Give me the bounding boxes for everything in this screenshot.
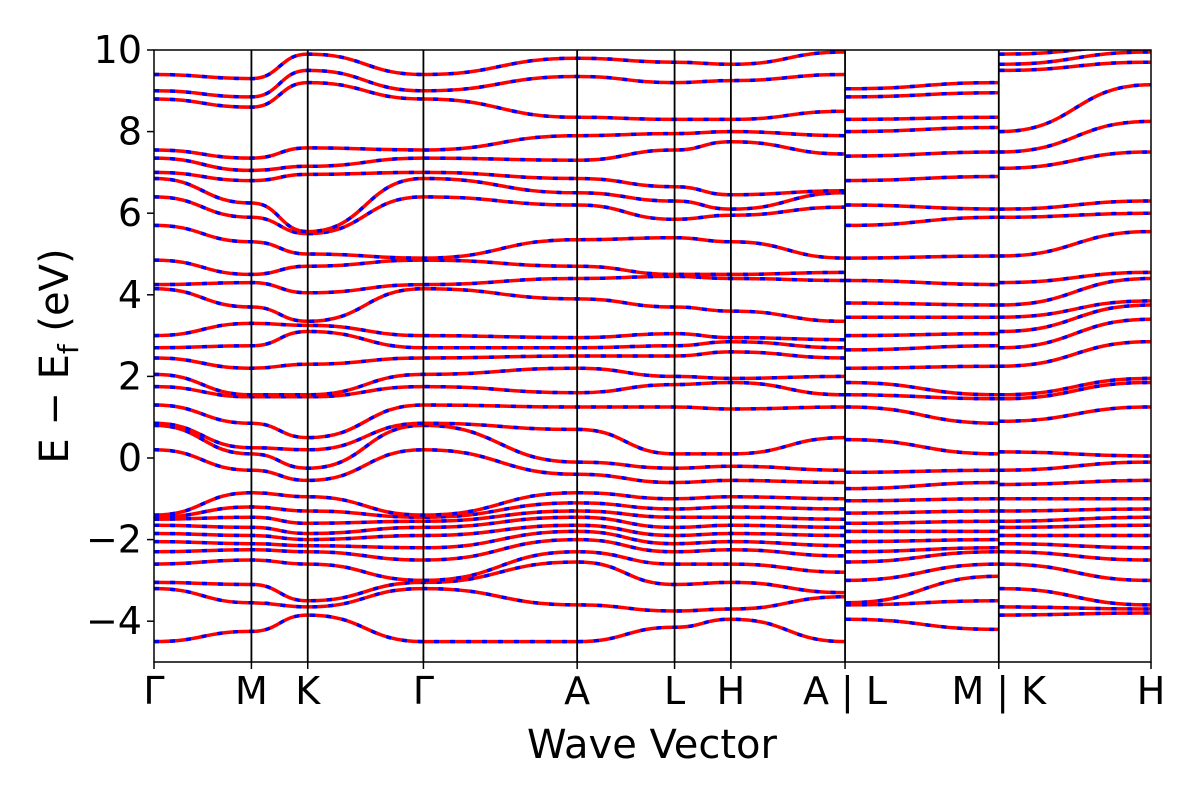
- band-8-blue: [154, 509, 1151, 526]
- band-23-blue: [154, 223, 1151, 260]
- band-18-blue: [154, 317, 1151, 352]
- x-tick-label: Γ: [143, 669, 164, 713]
- y-tick-label: 6: [118, 191, 142, 235]
- band-9-blue: [154, 501, 1151, 519]
- y-tick-label: −2: [86, 518, 142, 562]
- band-12-blue: [154, 423, 1151, 475]
- band-19-blue: [154, 303, 1151, 342]
- band-29-blue: [154, 60, 1151, 122]
- y-axis-title-main: E − E: [32, 354, 78, 464]
- band-22-blue: [154, 258, 1151, 287]
- y-axis-title: E − Ef (eV): [32, 248, 85, 463]
- x-tick-label: K: [295, 669, 321, 713]
- band-17-blue: [154, 339, 1151, 370]
- y-axis-ticks: −4 −2 0 2 4 6 8 10: [86, 28, 154, 643]
- band-2-blue: [154, 560, 1151, 607]
- y-tick-label: 10: [94, 28, 142, 72]
- band-20-blue: [154, 286, 1151, 324]
- y-tick-label: 2: [118, 354, 142, 398]
- band-5-blue: [154, 529, 1151, 554]
- plot-frame: [153, 49, 1152, 663]
- band-30-blue: [154, 50, 1151, 99]
- band-25-blue: [154, 176, 1151, 234]
- x-axis-title: Wave Vector: [527, 722, 778, 768]
- y-tick-label: −4: [86, 599, 142, 643]
- band-7-blue: [154, 515, 1151, 536]
- band-0-blue: [154, 611, 1151, 644]
- band-26-blue: [154, 150, 1151, 197]
- band-16-blue: [154, 366, 1151, 397]
- band-4-blue: [154, 537, 1151, 564]
- bands-layer: [154, 50, 1151, 644]
- y-axis-title-subscript: f: [52, 343, 85, 354]
- x-tick-label: H: [1137, 669, 1166, 713]
- band-10-blue: [154, 490, 1151, 517]
- band-21-blue: [154, 274, 1151, 307]
- y-axis-title-unit: (eV): [32, 248, 78, 344]
- band-14-blue: [154, 403, 1151, 440]
- x-tick-label: A: [564, 669, 590, 713]
- band-1-blue: [154, 586, 1151, 613]
- x-tick-label: A | L: [803, 669, 887, 714]
- band-24-blue: [154, 195, 1151, 236]
- x-tick-label: M: [235, 669, 268, 713]
- y-tick-label: 0: [118, 436, 142, 480]
- band-28-blue: [154, 82, 1151, 160]
- band-3-blue: [154, 550, 1151, 583]
- x-tick-label: Γ: [413, 669, 434, 713]
- x-tick-label: M | K: [951, 669, 1047, 714]
- y-tick-label: 8: [118, 110, 142, 154]
- x-tick-label: L: [664, 669, 685, 713]
- x-tick-label: H: [717, 669, 746, 713]
- band-11-blue: [154, 448, 1151, 491]
- kpoint-lines-layer: [250, 50, 1000, 662]
- y-tick-label: 4: [118, 273, 142, 317]
- band-13-blue: [154, 421, 1151, 458]
- band-31-blue: [154, 50, 1093, 91]
- band-6-blue: [154, 523, 1151, 544]
